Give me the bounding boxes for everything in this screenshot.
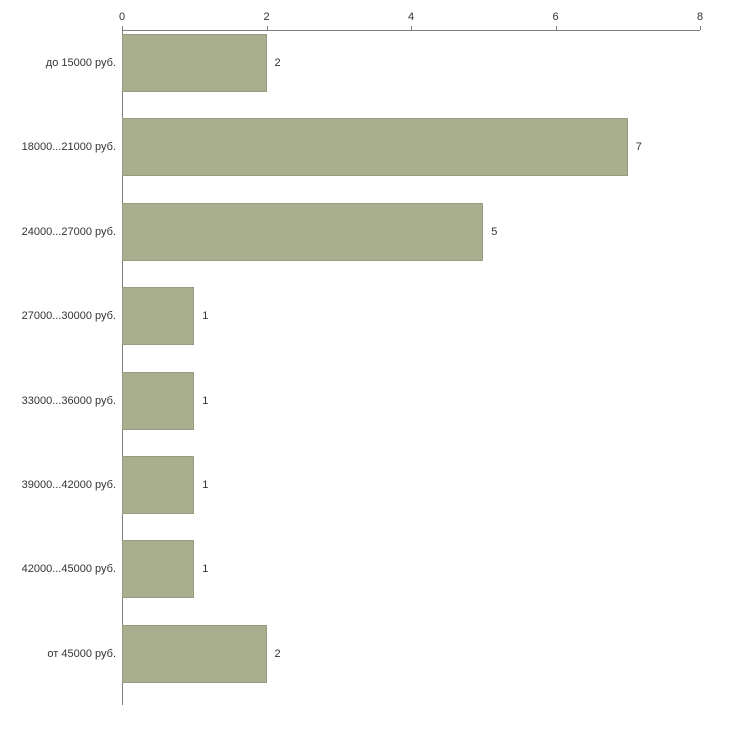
value-label: 1 — [202, 394, 209, 407]
bar-area: 5 — [122, 202, 700, 261]
x-tick-mark — [266, 26, 268, 30]
x-tick-mark — [122, 26, 123, 30]
bar-row: 27000...30000 руб. 1 — [0, 283, 700, 367]
category-label: от 45000 руб. — [47, 647, 116, 660]
category-label: 42000...45000 руб. — [21, 563, 116, 576]
bar — [122, 118, 628, 177]
category-label: до 15000 руб. — [45, 57, 116, 69]
bar-row: от 45000 руб. 2 — [0, 621, 700, 705]
x-tick-mark — [411, 26, 412, 30]
bar — [122, 287, 195, 346]
bar-row: 18000...21000 руб. 7 — [0, 114, 700, 198]
category-label: 18000...21000 руб. — [21, 141, 116, 154]
x-tick-mark — [700, 26, 701, 30]
bar-area: 1 — [122, 287, 700, 346]
bar — [122, 455, 195, 514]
bar-area: 7 — [122, 118, 700, 177]
bar-area: 2 — [122, 624, 700, 683]
value-label: 7 — [635, 141, 642, 154]
x-tick-label: 4 — [407, 11, 415, 23]
value-label: 2 — [274, 647, 281, 660]
x-tick-label: 6 — [552, 11, 559, 23]
bar — [122, 202, 484, 261]
bar-area: 1 — [122, 540, 700, 599]
value-label: 5 — [491, 225, 498, 238]
bar-rows: до 15000 руб. 2 18000...21000 руб. 7 24000..… — [0, 30, 700, 705]
bar-row: 42000...45000 руб. 1 — [0, 536, 700, 620]
bar — [122, 624, 267, 683]
category-label: 33000...36000 руб. — [21, 394, 116, 407]
bar — [122, 371, 195, 430]
bar-row: до 15000 руб. 2 — [0, 30, 700, 114]
bar-row: 39000...42000 руб. 1 — [0, 452, 700, 536]
value-label: 1 — [202, 563, 209, 576]
x-axis-ticks: 0 2 4 6 8 — [118, 0, 704, 30]
x-tick-label: 0 — [118, 11, 126, 23]
value-label: 2 — [274, 57, 281, 69]
bar-row: 24000...27000 руб. 5 — [0, 199, 700, 283]
bar-area: 1 — [122, 371, 700, 430]
bar-row: 33000...36000 руб. 1 — [0, 368, 700, 452]
category-label: 24000...27000 руб. — [21, 225, 116, 238]
x-tick-mark — [555, 26, 557, 30]
value-label: 1 — [202, 310, 209, 323]
x-tick-label: 2 — [263, 11, 270, 23]
bar — [122, 540, 195, 599]
x-tick-label: 8 — [696, 11, 704, 23]
category-label: 39000...42000 руб. — [21, 478, 116, 491]
bar — [122, 34, 267, 92]
category-label: 27000...30000 руб. — [21, 310, 116, 323]
bar-area: 1 — [122, 455, 700, 514]
bar-area: 2 — [122, 34, 700, 92]
value-label: 1 — [202, 478, 209, 491]
